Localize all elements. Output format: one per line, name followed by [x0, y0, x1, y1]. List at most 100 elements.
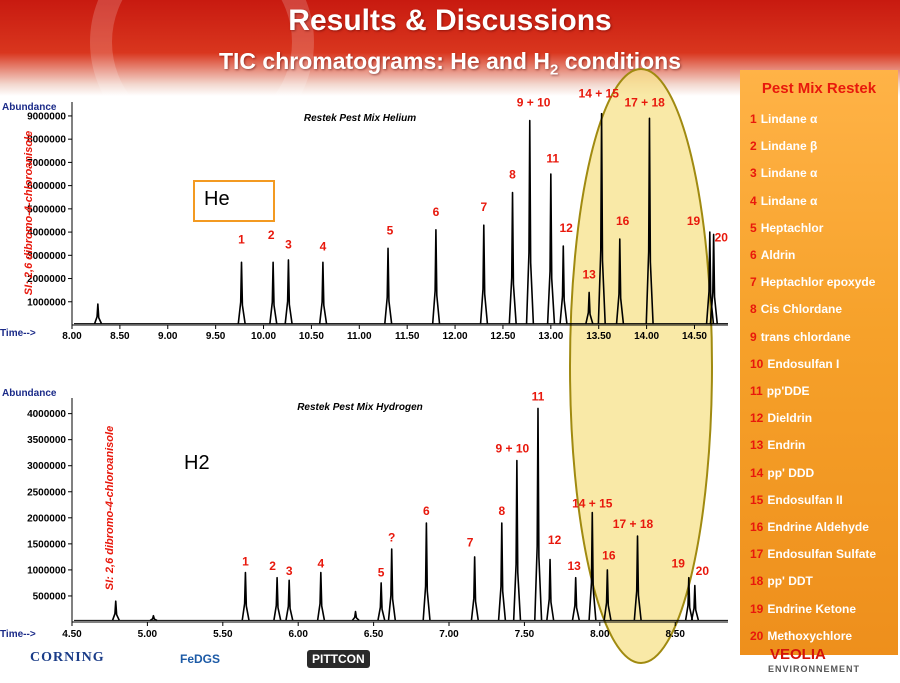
- legend-item-name: Cis Chlordane: [760, 302, 843, 317]
- peak-label: 3: [286, 564, 293, 578]
- y-tick-label: 2000000: [27, 513, 66, 524]
- legend-item-number: 17: [750, 547, 764, 562]
- x-tick-label: 14.50: [682, 331, 707, 342]
- y-tick-label: 3500000: [27, 435, 66, 446]
- peak-label: 7: [480, 200, 487, 214]
- peak-label: 20: [715, 230, 729, 244]
- peak-18: [709, 233, 719, 324]
- legend-item-13: 13 Endrin: [750, 438, 805, 452]
- legend-item-18: 18 pp' DDT: [750, 574, 813, 588]
- x-tick-label: 9.50: [206, 331, 226, 342]
- peak-12: [497, 522, 507, 621]
- peak-label: 2: [268, 228, 275, 242]
- legend-item-11: 11 pp'DDE: [750, 384, 810, 398]
- peak-label: 4: [317, 556, 324, 570]
- peak-label: ?: [388, 530, 395, 544]
- legend-item-name: Endrine Ketone: [767, 601, 857, 616]
- legend-item-name: Lindane α: [760, 193, 818, 208]
- legend-item-16: 16 Endrine Aldehyde: [750, 520, 869, 534]
- legend-item-number: 4: [750, 193, 757, 208]
- legend-item-name: Endrin: [767, 438, 806, 453]
- pittcon-logo: PITTCON: [307, 650, 370, 668]
- peak-10: [422, 522, 431, 621]
- peak-13: [512, 459, 522, 621]
- peak-12: [559, 245, 568, 324]
- peak-label: 12: [559, 221, 573, 235]
- x-tick-label: 13.50: [586, 331, 611, 342]
- subtitle-subscript: 2: [549, 61, 559, 79]
- peak-label: 13: [567, 559, 581, 573]
- legend-item-name: Dieldrin: [767, 411, 813, 426]
- legend-item-7: 7 Heptachlor epoxyde: [750, 275, 875, 289]
- slide-subtitle: TIC chromatograms: He and H2 conditions: [0, 48, 900, 79]
- y-axis-label: Abundance: [2, 388, 57, 399]
- peak-16: [571, 576, 581, 621]
- x-tick-label: 13.00: [538, 331, 563, 342]
- peak-2: [149, 614, 158, 622]
- peak-label: 17 + 18: [613, 517, 654, 531]
- peak-9: [387, 548, 397, 621]
- legend-item-20: 20 Methoxychlore: [750, 629, 852, 643]
- legend-item-number: 10: [750, 356, 764, 371]
- peak-11: [546, 173, 556, 324]
- legend-item-3: 3 Lindane α: [750, 166, 817, 180]
- peak-5: [285, 579, 294, 621]
- legend-item-2: 2 Lindane β: [750, 139, 817, 153]
- x-tick-label: 7.50: [515, 629, 535, 640]
- peak-label: 14 + 15: [579, 86, 620, 100]
- peak-2: [237, 261, 246, 324]
- title-banner: [0, 0, 900, 154]
- y-tick-label: 3000000: [27, 251, 66, 262]
- peak-4: [273, 576, 282, 621]
- y-tick-label: 3000000: [27, 461, 66, 472]
- peak-17: [588, 511, 597, 621]
- y-axis-label: Abundance: [2, 102, 57, 113]
- legend-item-19: 19 Endrine Ketone: [750, 602, 856, 616]
- x-tick-label: 8.50: [110, 331, 130, 342]
- x-tick-label: 12.50: [490, 331, 515, 342]
- chromatogram-panel-hydrogen: 500000 1000000 1500000 2000000 2500000 300000…: [0, 388, 728, 640]
- legend-item-1: 1 Lindane α: [750, 112, 817, 126]
- x-tick-label: 14.00: [634, 331, 659, 342]
- peak-18: [603, 569, 612, 621]
- internal-standard-label: SI: 2,6 dibromo-4-chloroanisole: [104, 426, 116, 590]
- y-tick-label: 4000000: [27, 409, 66, 420]
- x-tick-label: 8.00: [590, 629, 610, 640]
- x-tick-label: 9.00: [158, 331, 178, 342]
- compound-legend-panel: Pest Mix Restek 1 Lindane α 2 Lindane β 3 Lin…: [740, 70, 898, 655]
- peak-14: [597, 112, 606, 324]
- chart-title: Restek Pest Mix Hydrogen: [297, 402, 423, 413]
- peak-1: [93, 303, 103, 324]
- peak-7: [431, 228, 441, 324]
- chart-title: Restek Pest Mix Helium: [304, 113, 416, 124]
- peak-label: 17 + 18: [624, 96, 665, 110]
- peak-label: 13: [582, 268, 596, 282]
- x-axis-label: Time-->: [0, 328, 36, 339]
- y-tick-label: 5000000: [27, 204, 66, 215]
- h2-condition-label: H2: [184, 452, 210, 474]
- x-tick-label: 10.00: [251, 331, 276, 342]
- legend-item-14: 14 pp' DDD: [750, 466, 814, 480]
- legend-item-name: Endrine Aldehyde: [767, 520, 869, 534]
- peak-16: [645, 117, 654, 324]
- legend-item-name: Endosulfan Sulfate: [767, 547, 877, 562]
- peak-label: 5: [378, 566, 385, 580]
- peak-6: [384, 247, 393, 324]
- legend-item-number: 14: [750, 465, 764, 480]
- legend-item-number: 6: [750, 248, 757, 262]
- x-tick-label: 11.50: [395, 331, 420, 342]
- legend-item-8: 8 Cis Chlordane: [750, 302, 842, 316]
- legend-item-number: 18: [750, 574, 764, 589]
- x-tick-label: 7.00: [439, 629, 459, 640]
- peak-7: [351, 610, 360, 622]
- x-tick-label: 6.00: [288, 629, 308, 640]
- peak-20: [684, 576, 694, 621]
- peak-label: 9 + 10: [495, 442, 529, 456]
- legend-item-number: 13: [750, 438, 764, 453]
- legend-item-name: Heptachlor epoxyde: [760, 275, 876, 290]
- x-tick-label: 12.00: [443, 331, 468, 342]
- peak-label: 19: [687, 214, 701, 228]
- peak-8: [377, 582, 386, 621]
- legend-item-17: 17 Endosulfan Sulfate: [750, 547, 876, 561]
